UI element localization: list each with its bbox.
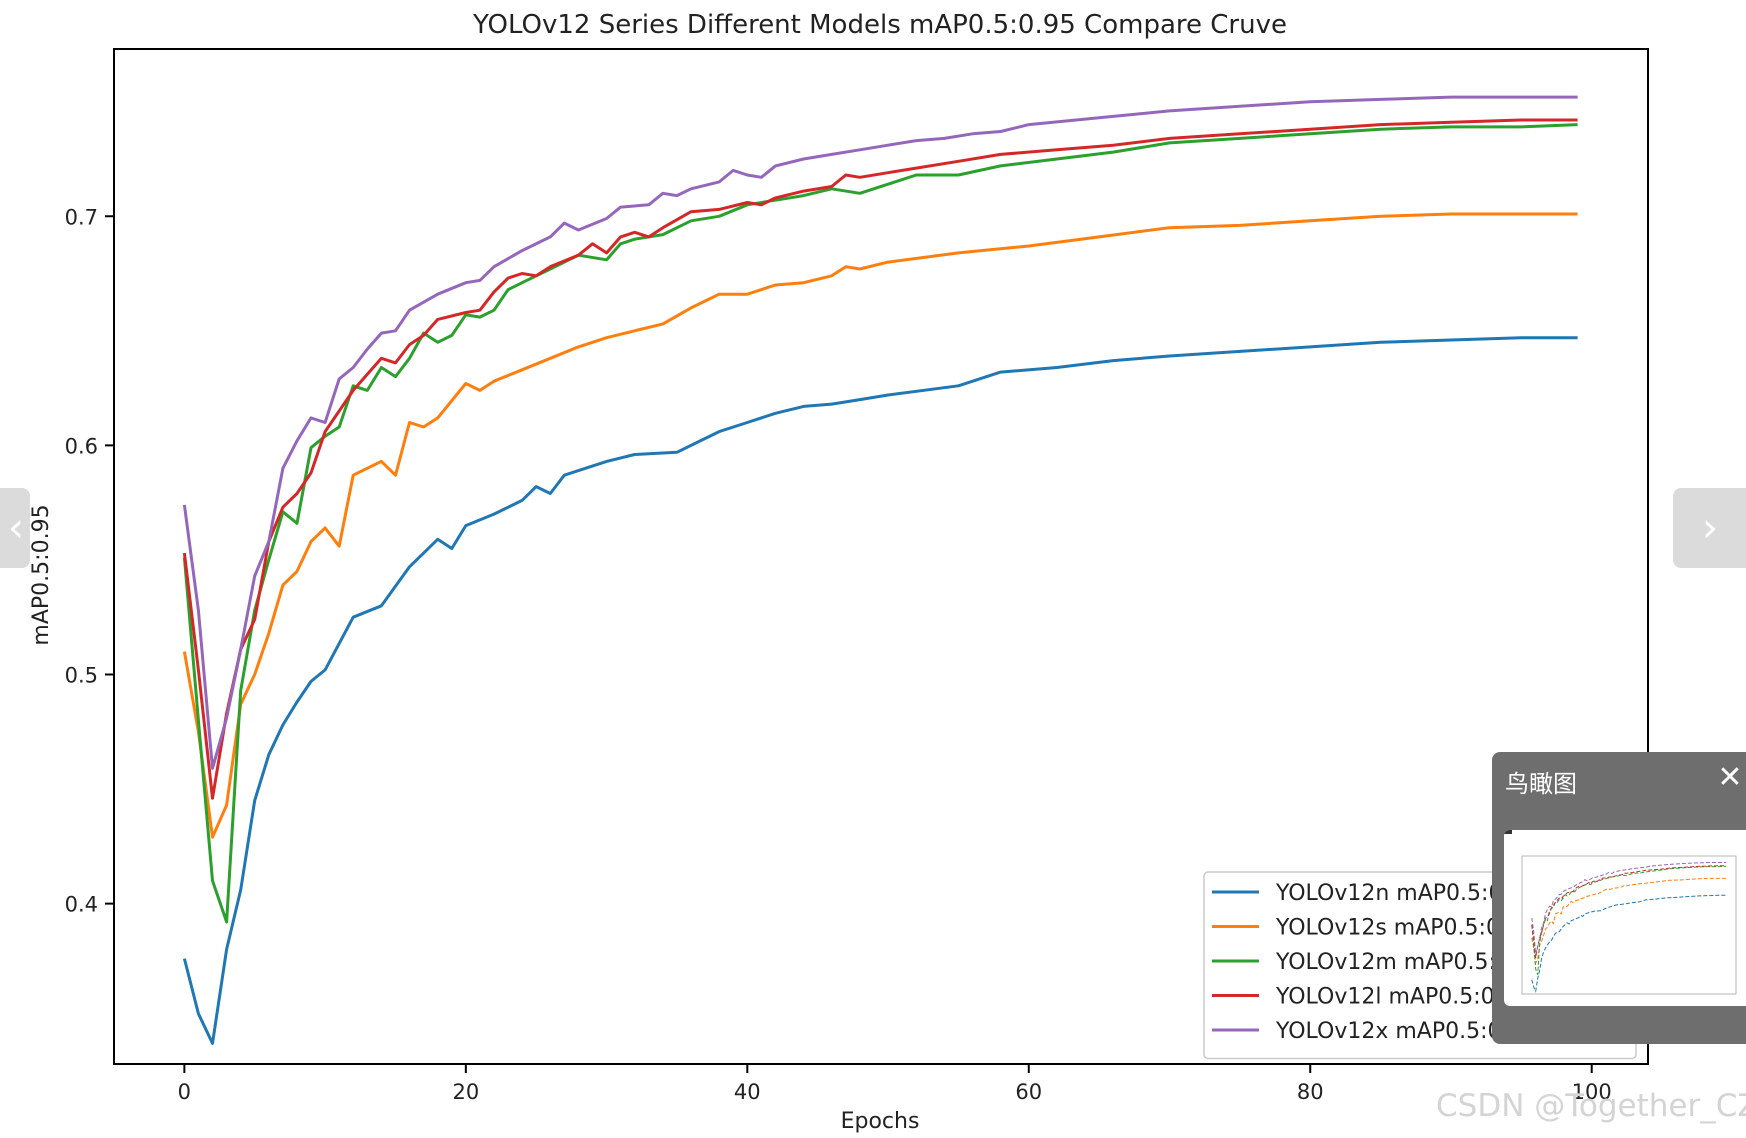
x-tick-label: 20 — [452, 1080, 479, 1104]
close-icon[interactable]: ✕ — [1717, 760, 1743, 795]
overview-panel: 鸟瞰图 ✕ — [1492, 752, 1746, 1044]
x-axis-label: Epochs — [841, 1109, 920, 1134]
x-tick-label: 60 — [1015, 1080, 1042, 1104]
x-axis: 0 20 40 60 80 100 — [178, 1064, 1612, 1104]
chevron-left-icon: ‹ — [8, 505, 24, 551]
x-tick-label: 0 — [178, 1080, 191, 1104]
thumbnail-series-2 — [1531, 877, 1727, 965]
chevron-right-icon: › — [1702, 505, 1718, 551]
y-tick-label: 0.7 — [65, 205, 98, 229]
series-line-1 — [182, 336, 1578, 1045]
thumbnail-chart — [1521, 855, 1737, 995]
series-line-2 — [182, 212, 1578, 839]
watermark: CSDN @Together_CZ — [1436, 1088, 1746, 1124]
series-line-3 — [182, 123, 1578, 924]
y-axis: 0.4 0.5 0.6 0.7 — [65, 205, 114, 917]
thumbnail-series-4 — [1531, 865, 1727, 958]
overview-corner-mark — [1504, 830, 1512, 834]
next-image-button[interactable]: › — [1673, 488, 1746, 568]
series-line-4 — [182, 118, 1578, 800]
x-tick-label: 100 — [1572, 1080, 1612, 1104]
x-tick-label: 80 — [1297, 1080, 1324, 1104]
previous-image-button[interactable]: ‹ — [0, 488, 30, 568]
overview-title: 鸟瞰图 — [1505, 770, 1577, 798]
chart-title: YOLOv12 Series Different Models mAP0.5:0… — [472, 10, 1287, 40]
thumbnail-series-5 — [1531, 862, 1727, 954]
y-tick-label: 0.5 — [65, 663, 98, 687]
thumbnail-series-3 — [1531, 865, 1727, 975]
y-tick-label: 0.4 — [65, 893, 98, 917]
overview-thumbnail[interactable] — [1504, 830, 1746, 1006]
x-tick-label: 40 — [734, 1080, 761, 1104]
y-axis-label: mAP0.5:0.95 — [29, 504, 54, 645]
plot-area — [113, 48, 1649, 1065]
series-line-5 — [182, 95, 1578, 770]
thumbnail-series-1 — [1531, 894, 1727, 993]
series-layer — [182, 95, 1578, 1045]
thumbnail-frame — [1521, 855, 1737, 995]
y-tick-label: 0.6 — [65, 434, 98, 458]
